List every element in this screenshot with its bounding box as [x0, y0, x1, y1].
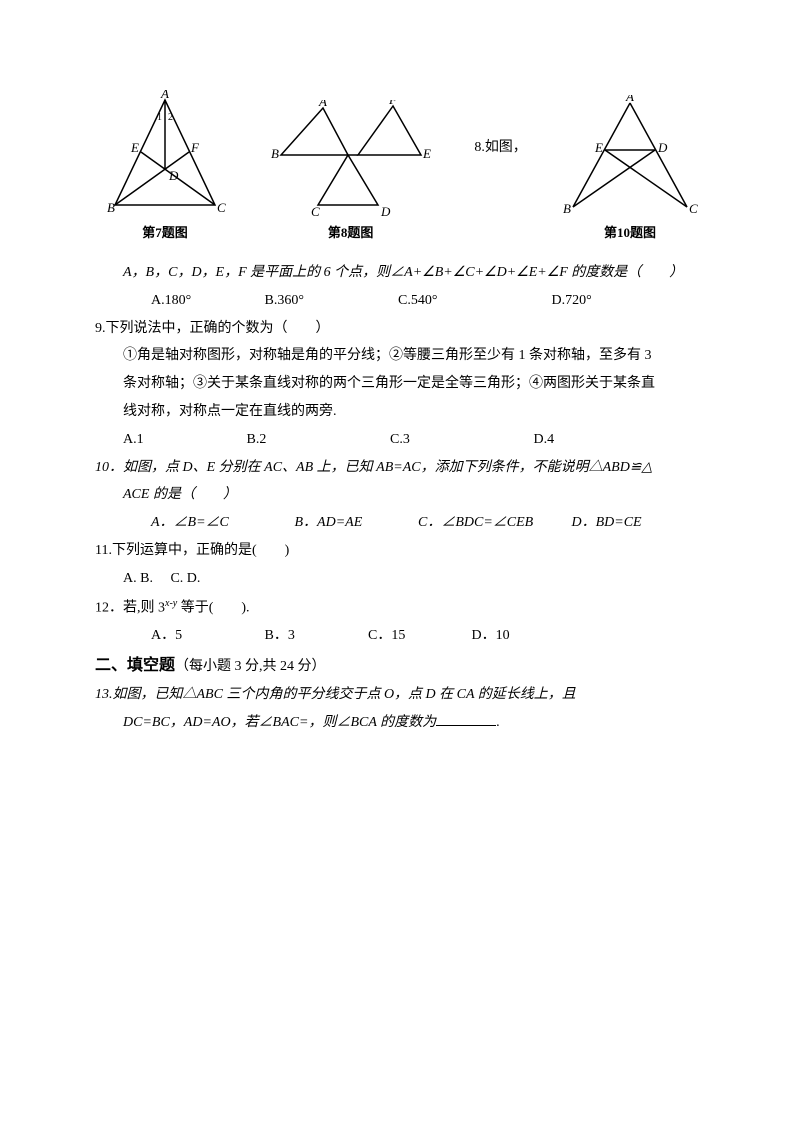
question-12-options: A．5 B．3 C．15 D．10: [151, 624, 705, 648]
q8-opt-d: D.720°: [552, 289, 592, 313]
q10-opt-a: A．∠B=∠C: [151, 511, 291, 535]
question-8-lead: 8.如图，: [474, 136, 527, 156]
fig10-label-E: E: [594, 140, 603, 155]
fig7-label-E: E: [130, 140, 139, 155]
q12-stem-exp: x-y: [165, 598, 177, 609]
figure-10-svg: A E D B C: [555, 95, 705, 220]
q13-blank: [436, 711, 496, 726]
fig7-label-B: B: [107, 200, 115, 215]
question-9-line3: 线对称，对称点一定在直线的两旁.: [123, 400, 705, 424]
fig8-label-B: B: [271, 146, 279, 161]
q10-opt-b: B．AD=AE: [295, 511, 415, 535]
q10-opt-d: D．BD=CE: [572, 511, 642, 535]
figure-7-svg: A B C E F D 1 2: [95, 90, 235, 220]
question-10-stem2: ACE 的是（ ）: [123, 483, 705, 507]
question-13-line1: 13.如图，已知△ABC 三个内角的平分线交于点 O，点 D 在 CA 的延长线…: [95, 683, 705, 707]
question-9-line2: 条对称轴；③关于某条直线对称的两个三角形一定是全等三角形；④两图形关于某条直: [123, 372, 705, 396]
figure-10-caption: 第10题图: [604, 222, 656, 241]
fig10-label-C: C: [689, 201, 698, 216]
question-8-text: A，B，C，D，E，F 是平面上的 6 个点，则∠A+∠B+∠C+∠D+∠E+∠…: [123, 261, 705, 285]
fig7-label-C: C: [217, 200, 226, 215]
q12-opt-c: C．15: [368, 624, 468, 648]
q10-opt-c: C．∠BDC=∠CEB: [418, 511, 568, 535]
question-9-line1: ①角是轴对称图形，对称轴是角的平分线；②等腰三角形至少有 1 条对称轴，至多有 …: [123, 344, 705, 368]
section-2-paren: （每小题 3 分,共 24 分）: [175, 659, 326, 674]
question-13-line2: DC=BC，AD=AO，若∠BAC=，则∠BCA 的度数为.: [123, 711, 705, 735]
figures-row: A B C E F D 1 2 第7题图 A F: [95, 90, 705, 241]
figure-7: A B C E F D 1 2 第7题图: [95, 90, 235, 241]
question-9-stem: 9.下列说法中，正确的个数为（ ）: [95, 317, 705, 341]
fig7-label-1: 1: [157, 112, 162, 123]
section-2-title: 二、填空题: [95, 657, 175, 674]
fig7-label-F: F: [190, 140, 200, 155]
q9-opt-b: B.2: [247, 428, 387, 452]
question-12-stem: 12．若,则 3x-y 等于( ).: [95, 595, 705, 620]
question-8-options: A.180° B.360° C.540° D.720°: [151, 289, 705, 313]
q12-opt-b: B．3: [265, 624, 365, 648]
fig8-label-D: D: [380, 204, 391, 219]
question-10-stem1: 10．如图，点 D、E 分别在 AC、AB 上，已知 AB=AC，添加下列条件，…: [95, 456, 705, 480]
fig7-label-2: 2: [168, 112, 173, 123]
question-10-options: A．∠B=∠C B．AD=AE C．∠BDC=∠CEB D．BD=CE: [151, 511, 705, 535]
q12-opt-d: D．10: [472, 624, 510, 648]
q13-line2a: DC=BC，AD=AO，若∠BAC=，则∠BCA 的度数为: [123, 715, 436, 730]
q12-opt-a: A．5: [151, 624, 261, 648]
figure-7-caption: 第7题图: [142, 222, 188, 241]
fig10-label-D: D: [657, 140, 668, 155]
q12-stem-a: 12．若,则 3: [95, 600, 165, 615]
fig10-label-A: A: [625, 95, 634, 104]
fig8-label-C: C: [311, 204, 320, 219]
q8-opt-b: B.360°: [265, 289, 395, 313]
figure-8-caption: 第8题图: [328, 222, 374, 241]
fig8-label-F: F: [388, 100, 398, 107]
figure-8: A F B E C D 第8题图: [263, 100, 438, 241]
fig8-label-E: E: [422, 146, 431, 161]
section-2-heading: 二、填空题（每小题 3 分,共 24 分）: [95, 652, 705, 679]
figure-10: A E D B C 第10题图: [555, 95, 705, 241]
q12-stem-tail: 等于( ).: [177, 600, 249, 615]
exam-page: A B C E F D 1 2 第7题图 A F: [0, 0, 800, 779]
question-9-options: A.1 B.2 C.3 D.4: [123, 428, 705, 452]
fig10-label-B: B: [563, 201, 571, 216]
fig8-label-A: A: [318, 100, 327, 109]
q9-opt-c: C.3: [390, 428, 530, 452]
q9-opt-a: A.1: [123, 428, 243, 452]
question-11-stem: 11.下列运算中，正确的是( ): [95, 539, 705, 563]
fig7-label-D: D: [168, 168, 179, 183]
fig7-label-A: A: [160, 90, 169, 101]
q9-opt-d: D.4: [534, 432, 555, 447]
q13-line2b: .: [496, 715, 500, 730]
q8-opt-a: A.180°: [151, 289, 261, 313]
figure-8-svg: A F B E C D: [263, 100, 438, 220]
q8-opt-c: C.540°: [398, 289, 548, 313]
question-11-options: A. B. C. D.: [123, 567, 705, 591]
